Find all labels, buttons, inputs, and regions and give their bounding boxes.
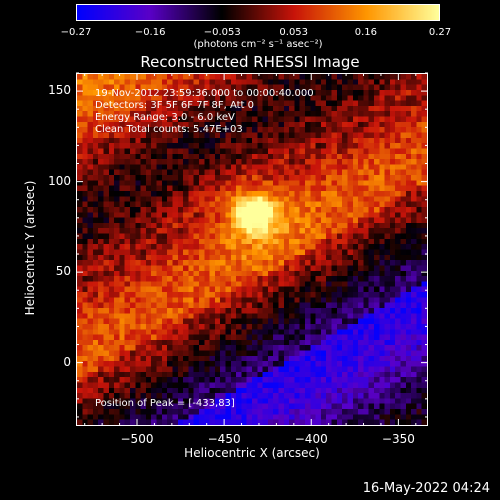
colorbar-units: (photons cm⁻² s⁻¹ asec⁻²) bbox=[193, 39, 323, 50]
colorbar-tick-label: −0.053 bbox=[203, 27, 241, 38]
colorbar-tick-label: 0.053 bbox=[279, 27, 309, 38]
heatmap-image bbox=[77, 74, 427, 425]
x-tick-label: −400 bbox=[294, 432, 328, 446]
plot-area bbox=[76, 73, 428, 426]
detectors-label: Detectors: 3F 5F 6F 7F 8F, Att 0 bbox=[95, 100, 255, 111]
y-tick-label: 0 bbox=[63, 354, 71, 369]
time-range-label: 19-Nov-2012 23:59:36.000 to 00:00:40.000 bbox=[95, 88, 314, 99]
y-axis-label: Heliocentric Y (arcsec) bbox=[23, 180, 37, 316]
x-tick-label: −350 bbox=[381, 432, 415, 446]
energy-range-label: Energy Range: 3.0 - 6.0 keV bbox=[95, 112, 235, 123]
colorbar-tick-label: −0.27 bbox=[60, 27, 92, 38]
peak-position-label: Position of Peak = [-433,83] bbox=[95, 398, 235, 409]
colorbar-tick-label: 0.27 bbox=[428, 27, 452, 38]
y-tick-label: 100 bbox=[48, 173, 71, 188]
chart-title: Reconstructed RHESSI Image bbox=[140, 53, 360, 71]
x-tick-label: −450 bbox=[207, 432, 241, 446]
clean-counts-label: Clean Total counts: 5.47E+03 bbox=[95, 124, 243, 135]
timestamp-footer: 16-May-2022 04:24 bbox=[362, 481, 490, 496]
x-tick-label: −500 bbox=[120, 432, 154, 446]
colorbar-tick-label: −0.16 bbox=[134, 27, 166, 38]
colorbar bbox=[76, 4, 440, 21]
y-tick-label: 50 bbox=[55, 264, 71, 279]
colorbar-tick-label: 0.16 bbox=[354, 27, 377, 38]
x-axis-label: Heliocentric X (arcsec) bbox=[184, 446, 320, 460]
y-tick-label: 150 bbox=[48, 83, 71, 98]
colorbar-gradient bbox=[77, 5, 439, 20]
